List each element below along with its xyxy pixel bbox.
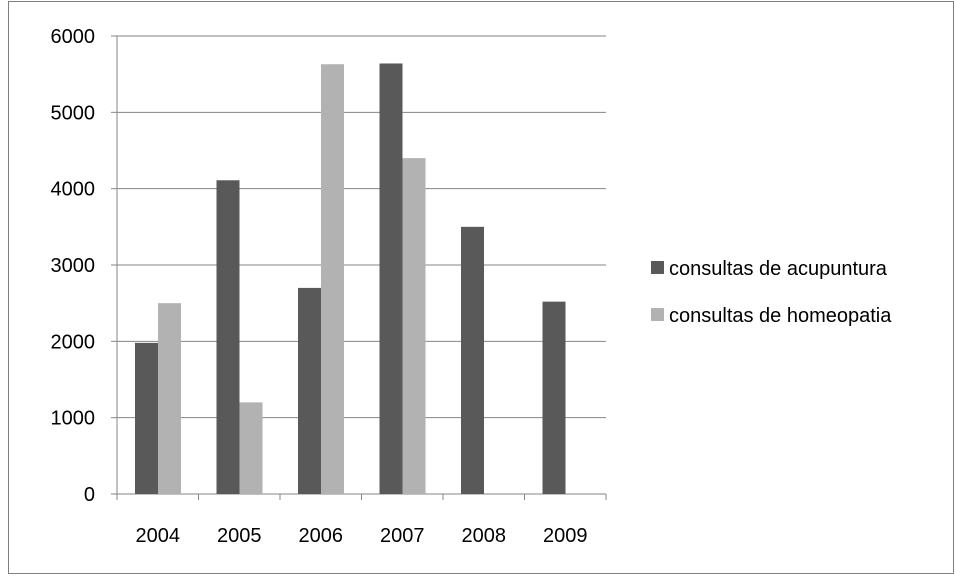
bar-homeopatia-2007	[402, 158, 426, 494]
gridlines	[117, 35, 606, 419]
bar-acupuntura-2007	[379, 63, 403, 494]
bar-homeopatia-2006	[321, 64, 344, 494]
x-tick-label: 2006	[299, 525, 344, 547]
legend-swatch-acupuntura	[651, 261, 664, 274]
y-axis-tick-labels: 0 1000 2000 3000 4000 5000 6000	[51, 26, 96, 506]
y-tick-label: 3000	[51, 255, 96, 277]
y-tick-label: 2000	[51, 331, 96, 353]
bar-homeopatia-2004	[158, 303, 181, 494]
x-tick-label: 2004	[136, 525, 181, 547]
legend: consultas de acupuntura consultas de home…	[651, 258, 892, 327]
y-tick-label: 6000	[51, 26, 96, 48]
bar-acupuntura-2009	[542, 301, 566, 494]
bars	[135, 63, 566, 495]
y-tick-label: 0	[84, 484, 95, 506]
y-tick-label: 4000	[51, 179, 96, 201]
legend-label-homeopatia: consultas de homeopatia	[669, 305, 892, 327]
axes	[111, 35, 607, 500]
x-axis-tick-labels: 2004 2005 2006 2007 2008 2009	[136, 525, 588, 547]
y-tick-label: 5000	[51, 102, 96, 124]
bar-acupuntura-2008	[461, 226, 484, 495]
x-tick-label: 2009	[543, 525, 588, 547]
legend-label-acupuntura: consultas de acupuntura	[669, 258, 888, 280]
x-tick-label: 2008	[462, 525, 507, 547]
bar-acupuntura-2006	[298, 287, 321, 494]
bar-acupuntura-2004	[135, 342, 158, 494]
x-tick-label: 2007	[380, 525, 425, 547]
legend-swatch-homeopatia	[651, 308, 664, 321]
x-tick-label: 2005	[217, 525, 262, 547]
bar-homeopatia-2005	[239, 402, 263, 494]
bar-acupuntura-2005	[216, 180, 240, 494]
y-tick-label: 1000	[51, 408, 96, 430]
